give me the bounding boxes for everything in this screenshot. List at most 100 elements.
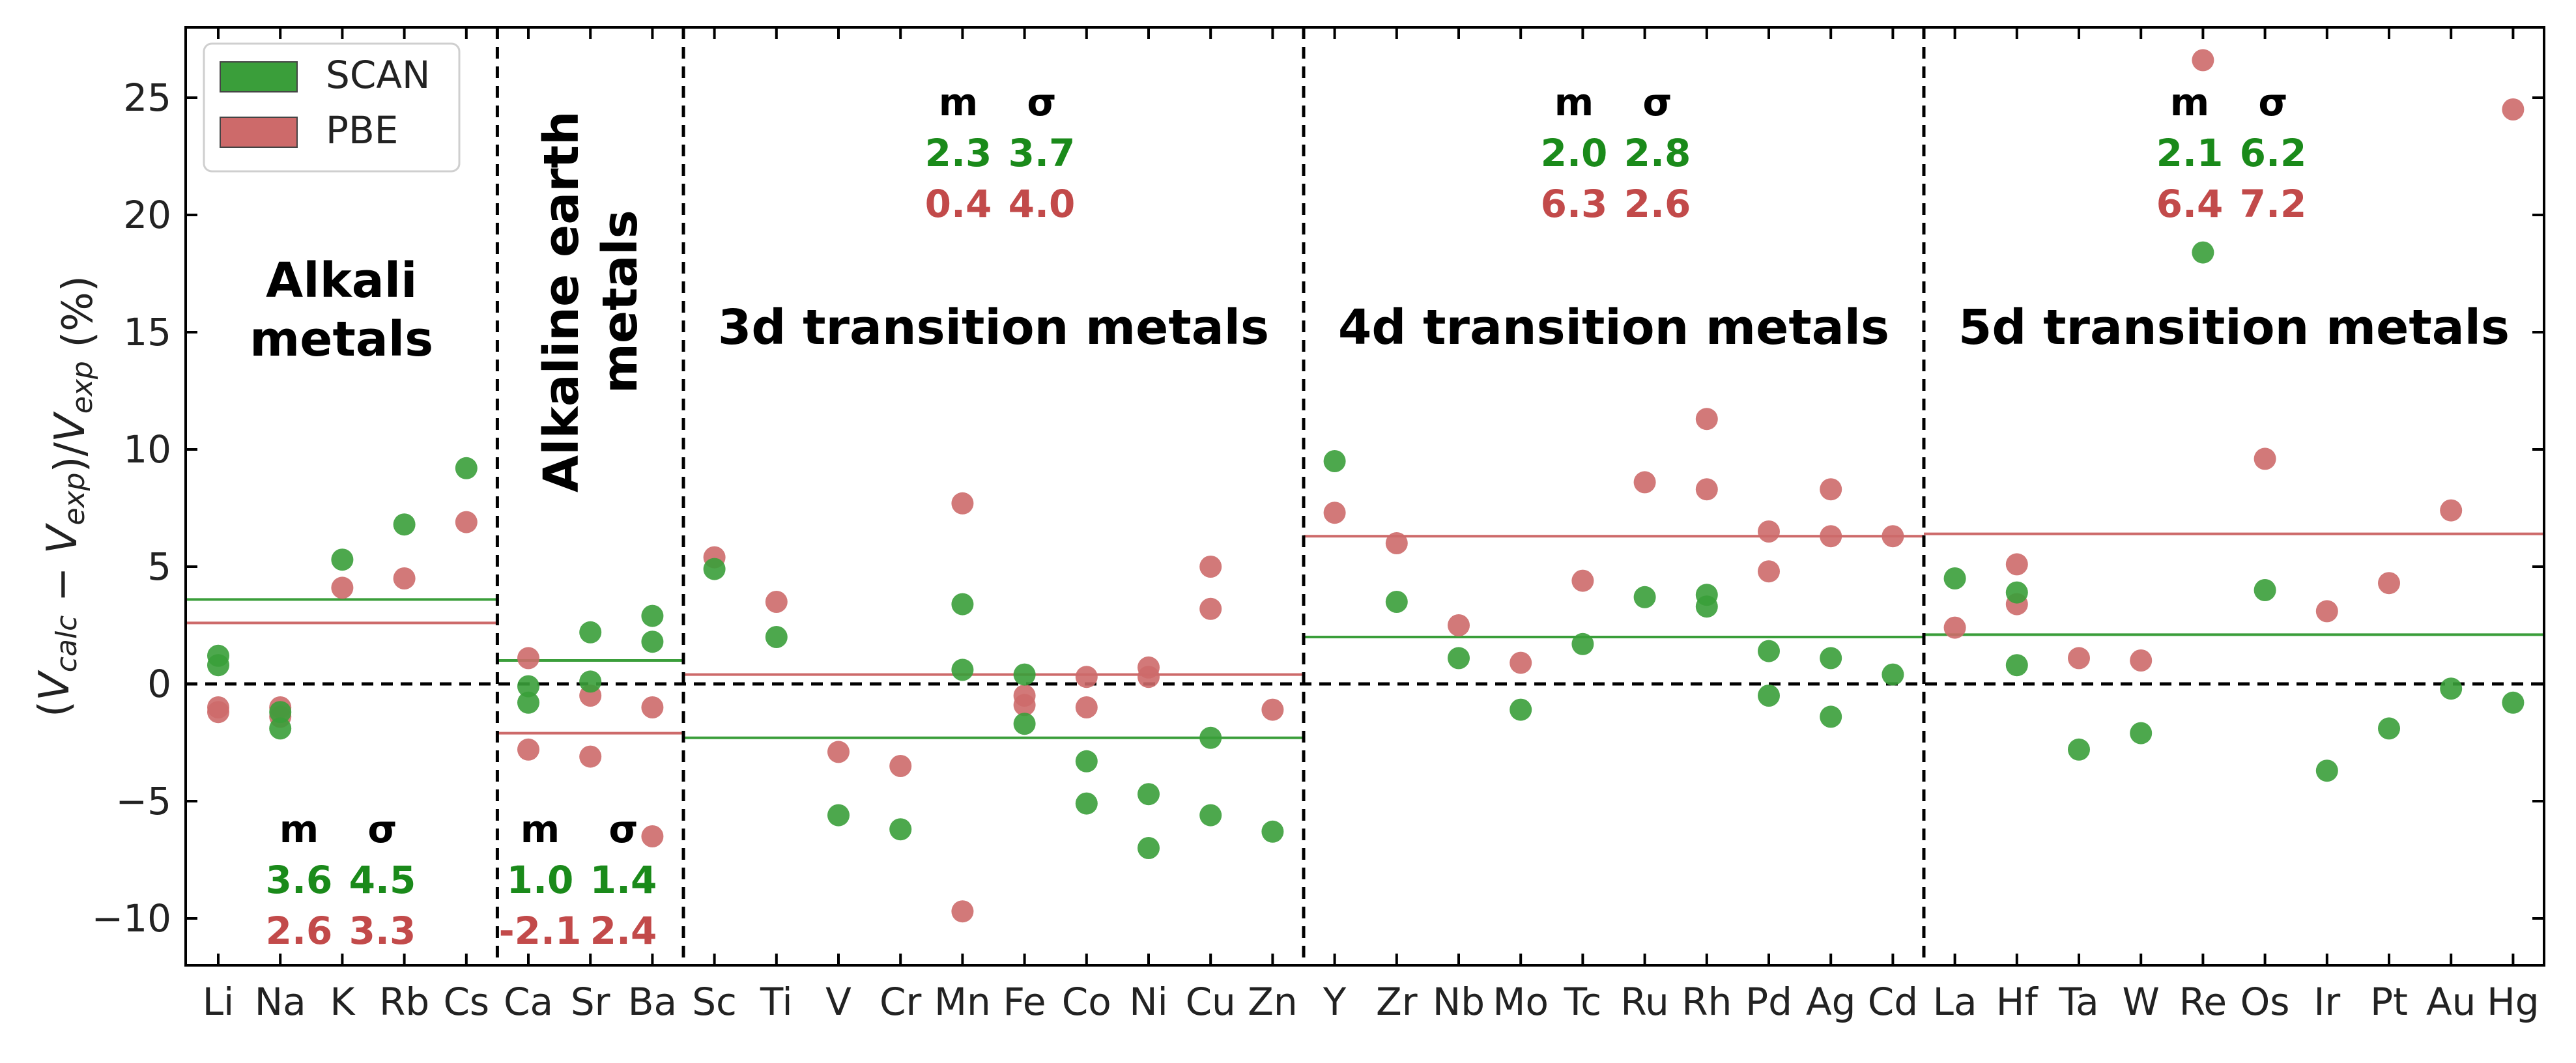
- scan-point-ag: [1820, 705, 1842, 728]
- pbe-point-ba: [641, 696, 664, 718]
- scan-point-hf: [2005, 581, 2028, 604]
- scan-point-os: [2254, 579, 2276, 601]
- pbe-point-k: [331, 576, 354, 599]
- x-tick-label-zn: Zn: [1248, 980, 1298, 1024]
- pbe-point-ni: [1138, 666, 1160, 688]
- pbe-point-ir: [2315, 600, 2338, 623]
- y-axis-title-part: )/: [46, 442, 94, 473]
- legend-swatch-pbe: [220, 117, 298, 148]
- text-layer: −10 −5 0 5 10 15 20 25 Li Na K Rb Cs Ca Sr Ba Sc Ti V Cr Mn F…: [31, 76, 2540, 1024]
- pbe-point-hf: [2005, 553, 2028, 576]
- x-tick-label-na: Na: [255, 980, 306, 1024]
- mean-lines-layer: [186, 532, 2544, 739]
- pbe-point-ca: [517, 647, 539, 670]
- scan-point-pt: [2378, 717, 2400, 740]
- pbe-sigma-td3: 4.0: [1009, 182, 1076, 226]
- scan-point-ni: [1138, 837, 1160, 859]
- pbe-point-mn: [951, 492, 974, 515]
- pbe-point-os: [2254, 447, 2276, 470]
- x-tick-label-os: Os: [2240, 980, 2290, 1024]
- scan-m-td3: 2.3: [925, 131, 992, 175]
- y-axis-title-part: exp: [66, 361, 99, 414]
- x-tick-label-ru: Ru: [1620, 980, 1668, 1024]
- points-layer: [207, 49, 2525, 923]
- pbe-m-alkali: 2.6: [266, 909, 333, 953]
- y-axis-title-part: exp: [58, 472, 91, 525]
- x-tick-label-tc: Tc: [1564, 980, 1601, 1024]
- scan-point-ni: [1138, 783, 1160, 806]
- scan-point-cu: [1199, 804, 1222, 827]
- scan-point-hf: [2005, 654, 2028, 677]
- pbe-point-rh: [1695, 478, 1718, 501]
- group-label-alkaline: Alkaline earth: [534, 111, 590, 492]
- plot-frame: [184, 26, 2545, 967]
- scan-sigma-td3: 3.7: [1009, 131, 1076, 175]
- stat-header-sigma-alkaline: σ: [608, 807, 638, 851]
- x-tick-label-sr: Sr: [571, 980, 610, 1024]
- group-label-td3: 3d transition metals: [718, 300, 1269, 356]
- y-tick-label: 15: [123, 310, 171, 354]
- pbe-point-tc: [1571, 569, 1594, 592]
- x-tick-label-pt: Pt: [2370, 980, 2408, 1024]
- pbe-point-cu: [1199, 556, 1222, 578]
- x-tick-label-ba: Ba: [628, 980, 677, 1024]
- scan-point-nb: [1448, 647, 1470, 670]
- pbe-point-fe: [1013, 694, 1036, 716]
- scan-point-co: [1075, 750, 1098, 772]
- scan-point-v: [827, 804, 850, 827]
- frame-layer: [184, 26, 2545, 967]
- pbe-point-v: [827, 741, 850, 763]
- x-tick-label-re: Re: [2179, 980, 2227, 1024]
- y-axis-title-part: V: [38, 522, 87, 554]
- scan-point-ba: [641, 604, 664, 627]
- x-tick-label-mo: Mo: [1493, 980, 1549, 1024]
- scan-point-ir: [2315, 759, 2338, 782]
- pbe-sigma-td4: 2.6: [1624, 182, 1691, 226]
- legend-label-scan: SCAN: [326, 53, 430, 97]
- scan-point-pd: [1758, 685, 1780, 707]
- scan-point-au: [2440, 677, 2463, 700]
- x-tick-label-co: Co: [1062, 980, 1111, 1024]
- stat-header-m-td4: m: [1554, 80, 1594, 124]
- stat-header-m-alkaline: m: [521, 807, 560, 851]
- scan-point-ru: [1633, 586, 1656, 608]
- scan-sigma-td4: 2.8: [1624, 131, 1691, 175]
- x-tick-label-ag: Ag: [1806, 980, 1856, 1024]
- scan-point-fe: [1013, 663, 1036, 686]
- pbe-point-zr: [1385, 532, 1408, 554]
- x-tick-label-ni: Ni: [1129, 980, 1168, 1024]
- scan-point-rh: [1695, 595, 1718, 618]
- pbe-point-mo: [1510, 651, 1532, 674]
- y-tick-label: 10: [123, 427, 171, 472]
- x-tick-label-nb: Nb: [1433, 980, 1485, 1024]
- stat-header-m-td5: m: [2170, 80, 2209, 124]
- group-label-alkaline: metals: [592, 210, 648, 393]
- y-axis-title-part: (: [31, 701, 79, 717]
- scan-point-mn: [951, 593, 974, 616]
- pbe-sigma-td5: 7.2: [2240, 182, 2307, 226]
- x-tick-label-cs: Cs: [443, 980, 489, 1024]
- scan-point-li: [207, 654, 229, 677]
- y-tick-label: 20: [123, 193, 171, 237]
- scan-point-ca: [517, 691, 539, 714]
- y-tick-label: 0: [147, 662, 171, 706]
- y-tick-label: −5: [116, 779, 172, 823]
- stat-header-sigma-td4: σ: [1642, 80, 1672, 124]
- pbe-point-ru: [1633, 471, 1656, 494]
- x-tick-label-au: Au: [2426, 980, 2476, 1024]
- scan-point-zn: [1261, 820, 1284, 843]
- pbe-m-td5: 6.4: [2156, 182, 2224, 226]
- scan-point-sr: [579, 670, 602, 693]
- scan-point-pd: [1758, 640, 1780, 662]
- stat-header-sigma-alkali: σ: [367, 807, 397, 851]
- scan-sigma-td5: 6.2: [2240, 131, 2307, 175]
- scan-point-fe: [1013, 713, 1036, 735]
- scan-point-cd: [1882, 663, 1904, 686]
- x-tick-label-cu: Cu: [1186, 980, 1236, 1024]
- scan-sigma-alkaline: 1.4: [590, 858, 657, 902]
- y-axis-title-part: V: [31, 670, 79, 701]
- x-tick-label-ir: Ir: [2313, 980, 2340, 1024]
- scan-point-cs: [455, 457, 478, 479]
- x-tick-label-y: Y: [1323, 980, 1347, 1024]
